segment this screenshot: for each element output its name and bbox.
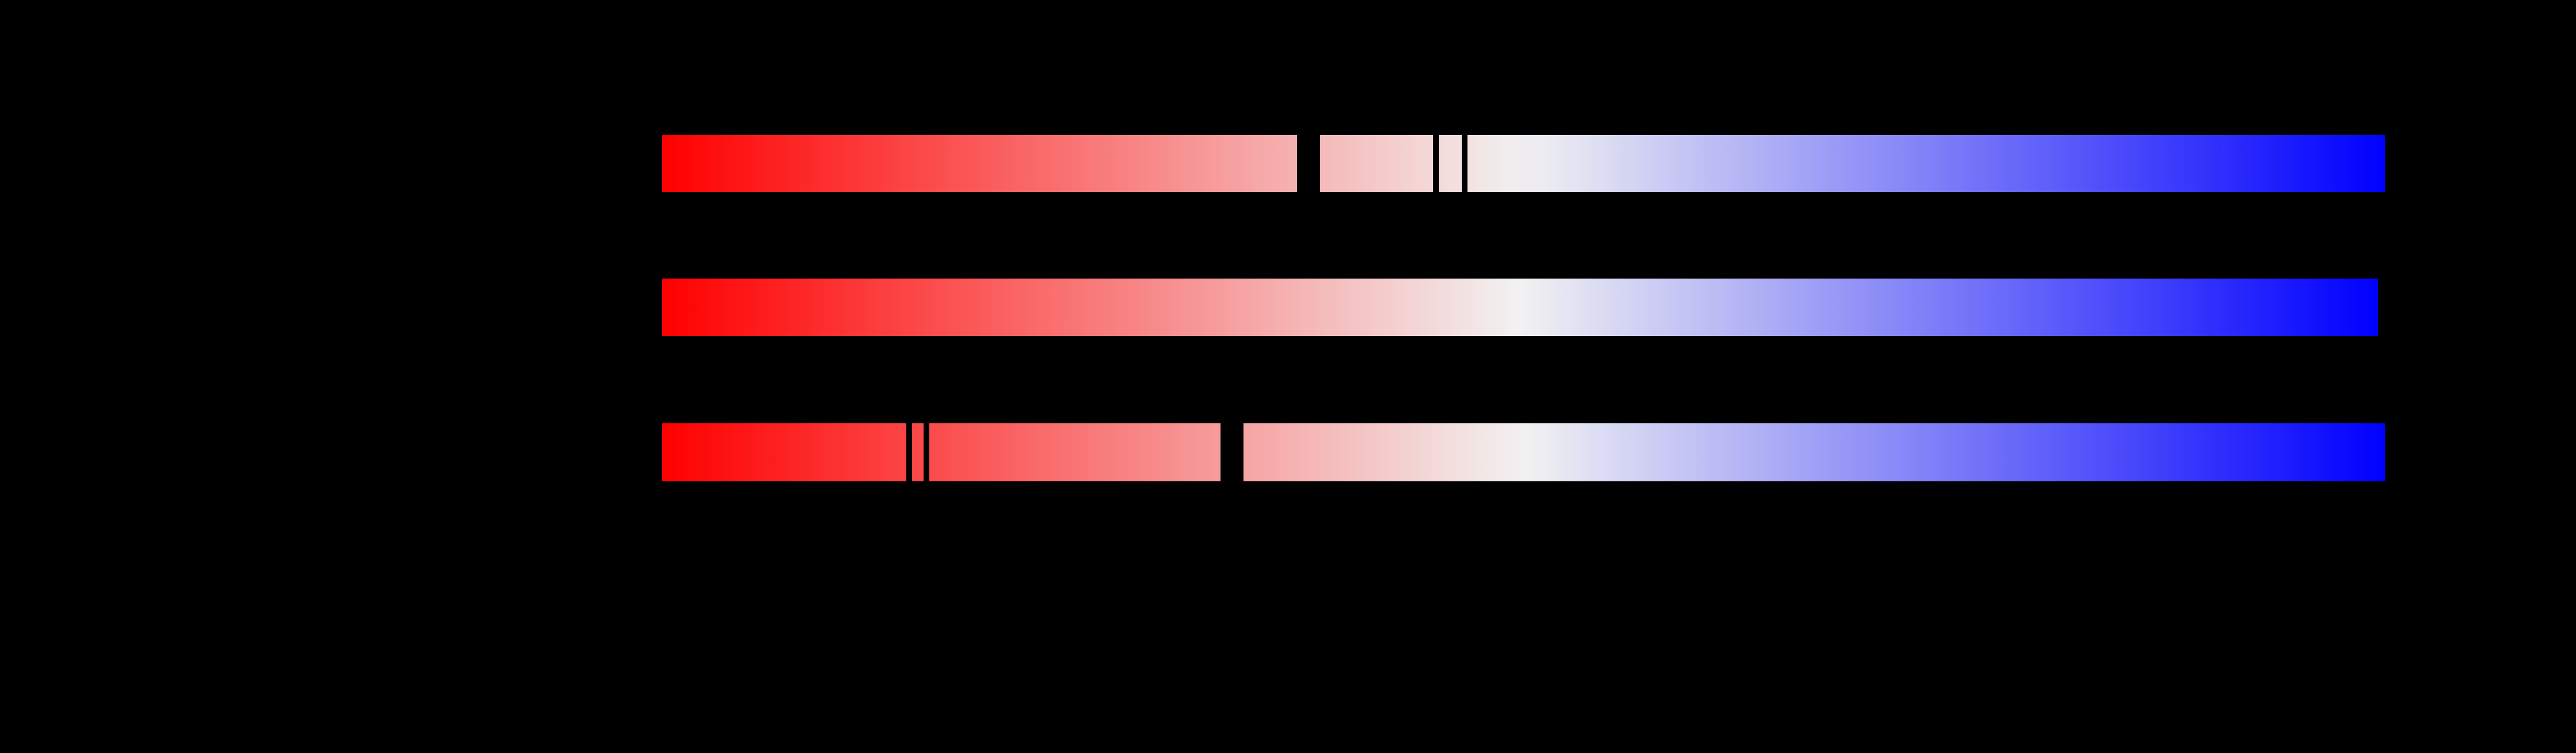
colorbar-segment: [1320, 135, 1433, 192]
colorbar-segment: [912, 423, 924, 481]
colorbar-segment: [929, 423, 1221, 481]
colorbar-segment: [662, 423, 907, 481]
colorbar-segment: [662, 279, 2378, 336]
colorbar-segment: [662, 135, 1297, 192]
colorbar-segment: [1467, 135, 2385, 192]
colorbar-segment: [1439, 135, 1462, 192]
colorbar-segment: [1243, 423, 2385, 481]
